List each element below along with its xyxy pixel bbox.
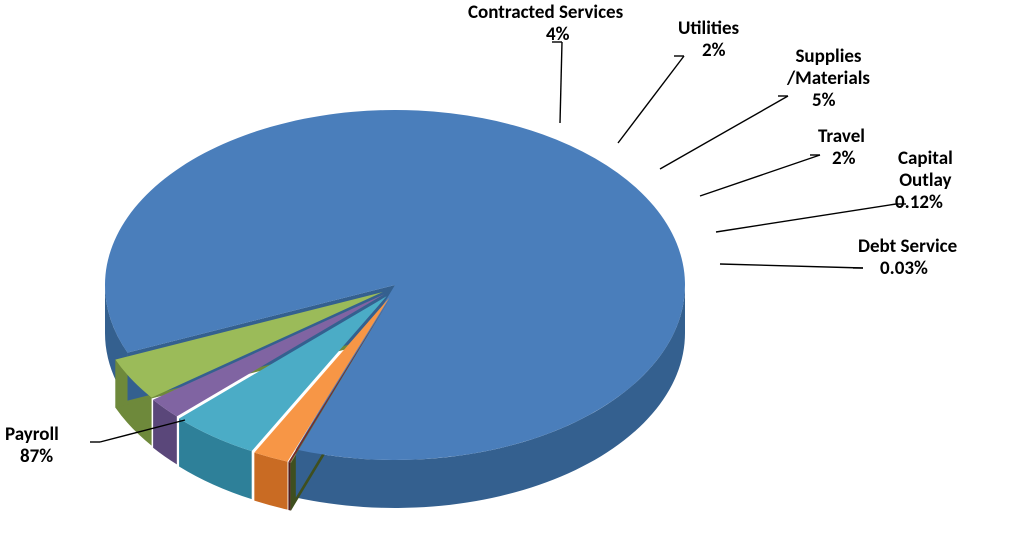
pct-payroll: 87% bbox=[20, 446, 53, 468]
label-payroll: Payroll bbox=[5, 424, 59, 446]
label-travel: Travel bbox=[818, 126, 865, 148]
pie-svg bbox=[0, 0, 1024, 540]
expense-pie-chart: Payroll87% Contracted Services4% Utilities… bbox=[0, 0, 1024, 540]
label-contracted_services: Contracted Services bbox=[468, 2, 623, 24]
pct-debt_service: 0.03% bbox=[880, 258, 928, 280]
pct-supplies_materials: 5% bbox=[812, 90, 835, 112]
label-supplies_materials: Supplies /Materials bbox=[787, 46, 870, 90]
pct-contracted_services: 4% bbox=[546, 24, 569, 46]
pct-utilities: 2% bbox=[702, 40, 725, 62]
label-capital_outlay: Capital Outlay bbox=[898, 148, 953, 192]
label-utilities: Utilities bbox=[678, 18, 739, 40]
pct-travel: 2% bbox=[832, 148, 855, 170]
pct-capital_outlay: 0.12% bbox=[895, 192, 943, 214]
label-debt_service: Debt Service bbox=[858, 236, 957, 258]
slice-payroll bbox=[105, 110, 685, 460]
